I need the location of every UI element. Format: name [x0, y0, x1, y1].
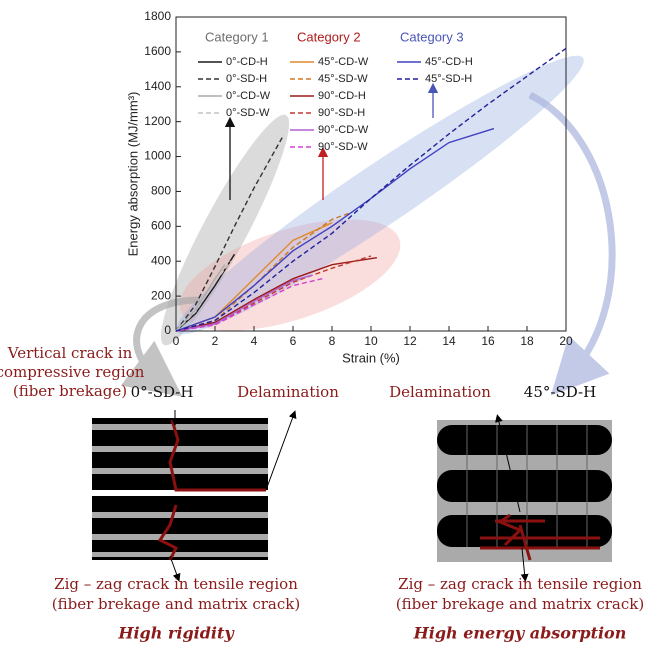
legend-label: 90°-CD-W [318, 124, 369, 136]
panel-note: Zig – zag crack in tensile region [54, 575, 298, 593]
x-axis-label: Strain (%) [342, 350, 400, 365]
series-line [175, 127, 495, 332]
legend-label: 90°-SD-H [318, 107, 365, 119]
y-tick-label: 600 [151, 219, 171, 233]
legend-label: 0°-CD-H [226, 56, 268, 68]
x-tick-label: 10 [364, 334, 378, 348]
category-label: Category 3 [400, 29, 464, 44]
x-tick-label: 18 [520, 334, 534, 348]
panel-note: (fiber brekage and matrix crack) [52, 595, 300, 613]
y-axis-label: Energy absorption (MJ/mm³) [125, 92, 140, 257]
y-tick-label: 200 [151, 288, 171, 302]
series-line [175, 135, 284, 332]
series-line [175, 264, 226, 332]
panel-title: 0°-SD-H [131, 383, 194, 401]
y-tick-label: 400 [151, 253, 171, 267]
series-line [175, 278, 323, 332]
x-tick-label: 6 [290, 334, 297, 348]
x-tick-label: 16 [481, 334, 495, 348]
series-line [175, 260, 232, 332]
y-tick-label: 800 [151, 184, 171, 198]
series-line [175, 47, 567, 332]
legend-label: 45°-CD-H [425, 56, 473, 68]
series-line [175, 257, 378, 332]
legend-label: 45°-SD-W [318, 73, 368, 85]
laminate-0-sd-h [92, 410, 297, 582]
legend-label: 45°-SD-H [425, 73, 472, 85]
legend-label: 0°-CD-W [226, 90, 271, 102]
x-tick-label: 12 [403, 334, 417, 348]
legend-label: 0°-SD-W [226, 107, 270, 119]
panel-note: Vertical crack in [7, 344, 133, 362]
highlight-category-1 [160, 114, 290, 346]
series-line [175, 253, 236, 332]
x-tick-label: 20 [559, 334, 573, 348]
y-tick-label: 1600 [144, 44, 171, 58]
panel-caption: High rigidity [117, 624, 235, 643]
panel-note: Zig – zag crack in tensile region [398, 575, 642, 593]
panel-title: 45°-SD-H [524, 383, 596, 401]
legend-label: 90°-SD-W [318, 141, 368, 153]
panel-callout: Delamination [237, 383, 339, 401]
panel-note: compressive region [0, 363, 145, 381]
y-tick-label: 1400 [144, 79, 171, 93]
y-tick-label: 1000 [144, 149, 171, 163]
curved-arrow [528, 91, 616, 396]
x-tick-label: 8 [329, 334, 336, 348]
panel-note: (fiber brekage and matrix crack) [396, 595, 644, 613]
x-tick-label: 0 [173, 334, 180, 348]
x-tick-label: 4 [251, 334, 258, 348]
panel-note: (fiber brekage) [13, 382, 127, 400]
panel-callout: Delamination [389, 383, 491, 401]
y-tick-label: 1200 [144, 114, 171, 128]
category-label: Category 2 [297, 29, 361, 44]
y-tick-label: 0 [164, 323, 171, 337]
legend-label: 90°-CD-H [318, 90, 366, 102]
x-tick-label: 14 [442, 334, 456, 348]
curved-arrow [120, 296, 201, 397]
x-tick-label: 2 [212, 334, 219, 348]
category-label: Category 1 [205, 29, 269, 44]
laminate-45-sd-h [437, 414, 612, 582]
legend-label: 45°-CD-W [318, 56, 369, 68]
y-tick-label: 1800 [144, 9, 171, 23]
legend-label: 0°-SD-H [226, 73, 267, 85]
panel-caption: High energy absorption [413, 624, 627, 643]
